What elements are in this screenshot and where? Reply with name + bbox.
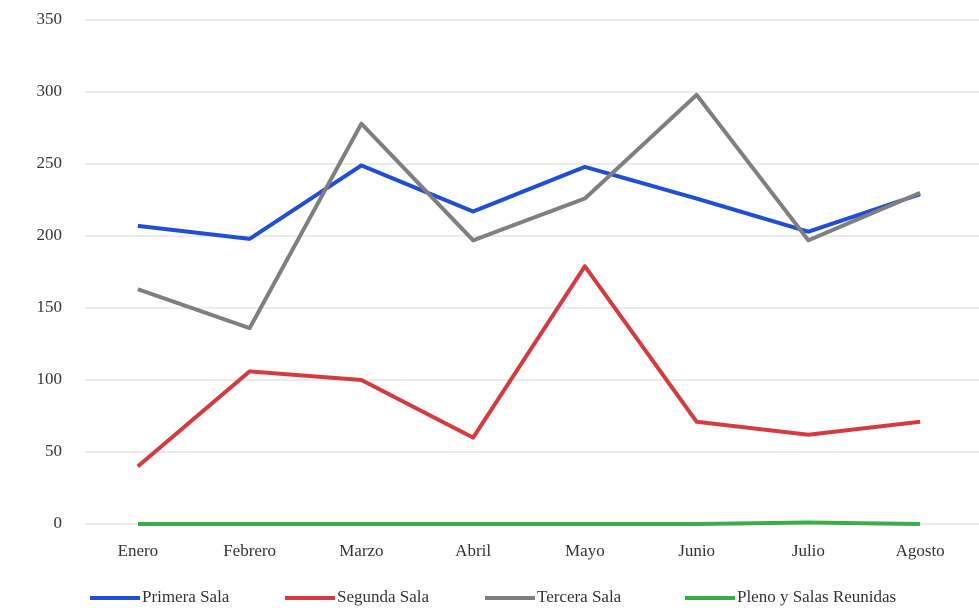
legend-label: Tercera Sala — [537, 587, 622, 606]
y-tick-label: 0 — [54, 513, 63, 532]
y-tick-label: 300 — [37, 81, 63, 100]
x-tick-label: Enero — [118, 541, 159, 560]
y-tick-label: 150 — [37, 297, 63, 316]
legend-label: Primera Sala — [142, 587, 230, 606]
x-tick-label: Febrero — [223, 541, 276, 560]
x-tick-label: Junio — [678, 541, 715, 560]
y-tick-label: 350 — [37, 9, 63, 28]
x-tick-label: Marzo — [339, 541, 383, 560]
y-tick-label: 100 — [37, 369, 63, 388]
y-tick-label: 250 — [37, 153, 63, 172]
y-tick-label: 200 — [37, 225, 63, 244]
x-tick-label: Julio — [792, 541, 825, 560]
series-line — [136, 264, 921, 468]
legend-label: Segunda Sala — [337, 587, 430, 606]
x-tick-label: Agosto — [896, 541, 945, 560]
series-line — [137, 163, 921, 241]
x-tick-label: Mayo — [565, 541, 605, 560]
y-tick-label: 50 — [45, 441, 62, 460]
series-line — [137, 520, 921, 526]
series-line — [137, 92, 921, 331]
x-tick-label: Abril — [455, 541, 491, 560]
legend-label: Pleno y Salas Reunidas — [737, 587, 896, 606]
